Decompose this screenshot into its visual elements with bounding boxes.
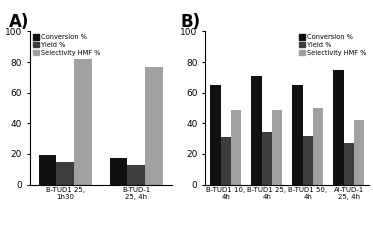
Bar: [344, 143, 354, 184]
Bar: [303, 135, 313, 184]
Bar: [110, 158, 127, 184]
Bar: [313, 108, 323, 184]
Bar: [251, 76, 261, 184]
Bar: [127, 165, 145, 184]
Bar: [210, 85, 220, 184]
Bar: [74, 59, 92, 184]
Bar: [261, 133, 272, 184]
Bar: [272, 110, 282, 184]
Text: B): B): [181, 13, 201, 31]
Text: A): A): [9, 13, 29, 31]
Bar: [145, 67, 163, 184]
Bar: [220, 137, 231, 184]
Bar: [56, 162, 74, 184]
Bar: [333, 70, 344, 184]
Bar: [39, 155, 56, 184]
Bar: [231, 110, 241, 184]
Bar: [354, 120, 364, 184]
Legend: Conversion %, Yield %, Selectivity HMF %: Conversion %, Yield %, Selectivity HMF %: [298, 34, 367, 56]
Legend: Conversion %, Yield %, Selectivity HMF %: Conversion %, Yield %, Selectivity HMF %: [32, 34, 101, 56]
Bar: [292, 85, 303, 184]
